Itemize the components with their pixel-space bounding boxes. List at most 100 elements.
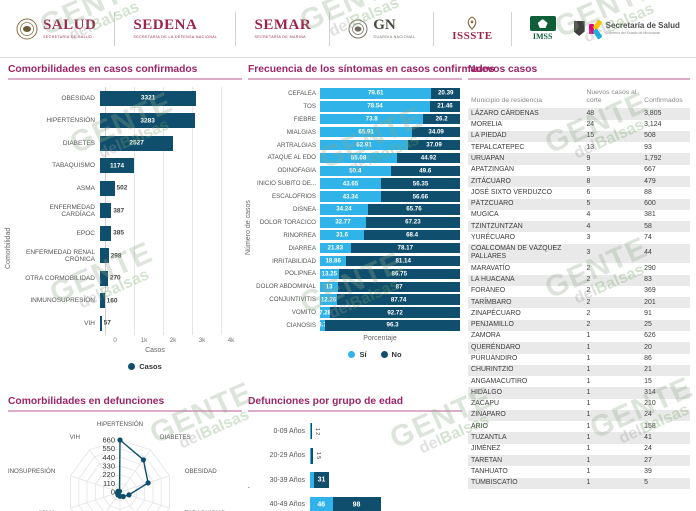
bar-track: 385: [100, 225, 242, 241]
segment-value: 96.3: [386, 321, 399, 329]
segment-si: 62.91: [320, 139, 409, 151]
segment-no: 67.23: [365, 217, 460, 228]
gn-subtitle: GUARDIA NACIONAL: [373, 35, 416, 39]
x-tick: 4k: [227, 336, 235, 344]
table-cell: 25: [641, 319, 690, 331]
comorbilidades-bar-chart: OBESIDAD 3321 HIPERTENSIÓN 3283 DIABETES 2527…: [18, 87, 242, 335]
bar-row: ASMA 502: [18, 177, 242, 200]
table-cell: YURÉCUARO: [471, 233, 516, 241]
grid-line: [192, 87, 193, 335]
table-cell: MÚGICA: [471, 211, 499, 219]
legend-label: Casos: [139, 361, 162, 371]
symptom-row: DIARREA 21.83 78.17: [256, 242, 462, 255]
segment-value: 31.6: [336, 231, 349, 239]
table-cell: 24: [586, 121, 595, 129]
issste-wordmark: ISSSTE: [452, 29, 493, 42]
bar: [100, 225, 112, 241]
x-tick: 1k: [140, 336, 148, 344]
segment-value: 13.25: [321, 270, 338, 278]
segment-no: 92.72: [330, 307, 460, 318]
table-cell: 3: [583, 243, 642, 264]
table-row: TARÍMBARO 2 201: [468, 297, 690, 309]
segment-value: 78.54: [367, 102, 383, 110]
age-row: 0-09 Años 1 2: [256, 419, 462, 444]
table-cell: PURUÁNDIRO: [471, 355, 518, 362]
x-axis-ticks: 0 1k 2k 3k 4k: [18, 337, 242, 346]
segment-value: 78.17: [397, 244, 414, 252]
table-cell: TARETAN: [468, 455, 584, 467]
radar-ring: [94, 465, 146, 511]
table-cell: JIMÉNEZ: [471, 445, 501, 453]
bar: [100, 203, 112, 219]
radar-tick-label: 220: [102, 470, 115, 479]
table-cell: ZAMORA: [471, 332, 501, 340]
table-cell: 9: [583, 153, 642, 165]
table-cell: 508: [641, 130, 690, 143]
bar-label: DIABETES: [62, 139, 95, 147]
panel-comorbilidades-defunciones: Comorbilidades en defunciones 0 110 220 330…: [8, 396, 242, 511]
segment-value: 46: [317, 501, 326, 509]
age-track: 1 2: [310, 423, 462, 440]
table-cell: TUZANTLA: [468, 432, 584, 444]
divider: [510, 11, 512, 46]
bar-track: 1174: [100, 158, 242, 174]
table-row: TEPALCATEPEC 13 93: [468, 142, 690, 153]
symptom-row: CONJUNTIVITIS 12.26 87.74: [256, 293, 462, 306]
panel-title-nuevos-casos: Nuevos casos: [468, 64, 690, 80]
bar-label: ENFERMEDAD RENAL CRÓNICA: [26, 248, 95, 263]
panel-title-comorbilidades: Comorbilidades en casos confirmados: [8, 64, 242, 80]
bar-row: HIPERTENSIÓN 3283: [18, 110, 242, 133]
table-cell: 479: [641, 176, 690, 188]
y-axis-label-grupo-edad: Grupo de edad: [248, 452, 250, 500]
segment-value: 12.26: [320, 296, 337, 304]
bar-label: VIH: [84, 319, 95, 327]
legend-dot: [348, 350, 356, 358]
table-cell: 2: [586, 264, 591, 272]
bar-value: 2527: [129, 139, 144, 147]
table-row: ZITÁCUARO 8 479: [468, 176, 690, 188]
table-header-cell: Municipio de residencia: [471, 97, 543, 105]
legend-item: Sí: [348, 350, 367, 359]
logo-michoacan: Secretaría de Salud Gobierno del Estado …: [573, 18, 680, 40]
panel-title-defunciones: Comorbilidades en defunciones: [8, 396, 242, 412]
segment-no: 31: [313, 472, 330, 489]
segment-value-small: 1 5: [315, 452, 322, 460]
bar-value: 3321: [140, 94, 156, 102]
segment-no: 34.09: [412, 126, 460, 138]
bar-track: 2527: [100, 135, 242, 151]
table-cell: 158: [644, 422, 656, 430]
radar-point: [117, 437, 123, 443]
bar-value: 270: [109, 274, 121, 282]
segment-value: 43.65: [342, 180, 359, 188]
table-cell: HIDALGO: [468, 387, 584, 399]
gn-wordmark: GN: [373, 17, 396, 33]
table-row: ARIO 1 158: [468, 421, 690, 432]
table-cell: 2: [583, 319, 642, 331]
symptom-label: CONJUNTIVITIS: [269, 296, 316, 304]
michoacan-title: Secretaría de Salud: [605, 20, 680, 30]
segment-si: [310, 472, 314, 489]
segment-value: 86.75: [391, 270, 408, 278]
table-row: URUAPAN 9 1,792: [468, 153, 690, 165]
age-row: 40-49 Años 46 98: [256, 493, 462, 511]
segment-no: 44.92: [397, 152, 460, 164]
table-cell: 600: [641, 198, 690, 210]
table-cell: 4: [583, 221, 642, 233]
symptom-track: 65.91 34.09: [320, 126, 462, 138]
table-cell: ZINAPÉCUARO: [471, 309, 521, 317]
segment-no: 49.6: [390, 165, 460, 177]
bar: [100, 315, 102, 331]
segment-no: 56.66: [380, 191, 460, 202]
semar-subtitle: SECRETARÍA DE MARINA: [254, 35, 306, 39]
segment-si: 13: [320, 281, 339, 293]
divider: [114, 11, 116, 46]
table-row: TUZANTLA 1 41: [468, 432, 690, 444]
segment-value: 56.35: [412, 180, 429, 188]
bar-track: 57: [100, 315, 242, 331]
segment-value: 68.4: [406, 231, 419, 239]
table-cell: URUAPAN: [468, 153, 584, 165]
table-cell: ARIO: [471, 422, 488, 430]
symptom-label: ODINOFAGIA: [277, 167, 316, 175]
bar-value: 502: [116, 184, 128, 192]
